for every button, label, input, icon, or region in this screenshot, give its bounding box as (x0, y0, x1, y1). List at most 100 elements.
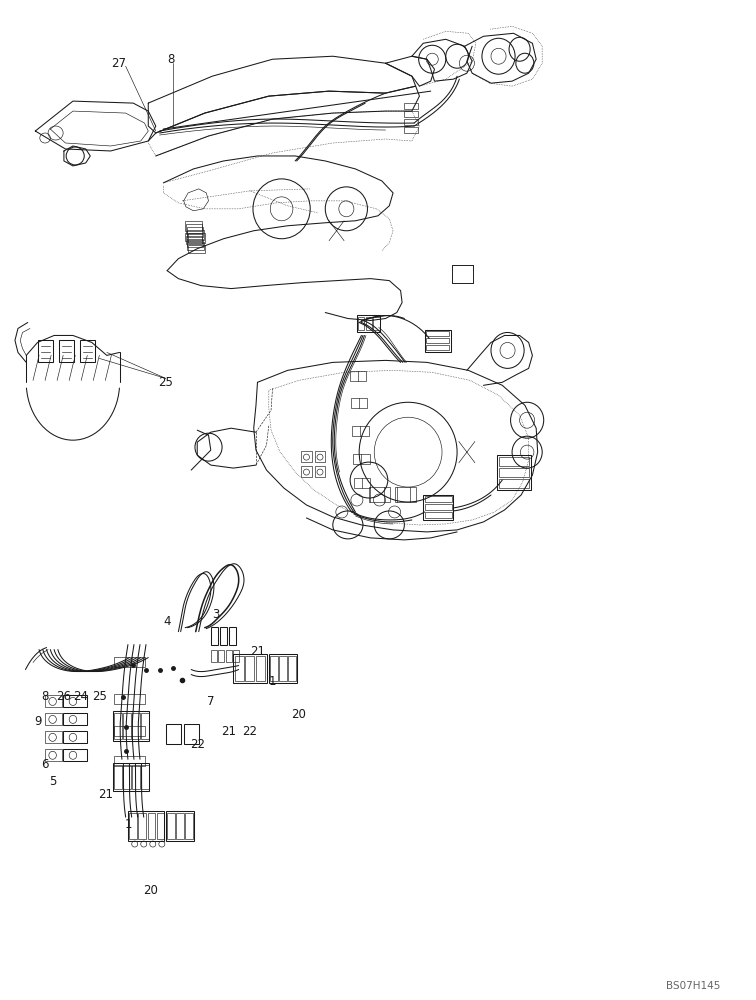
Bar (176, 813, 184, 839)
Bar (45, 695, 62, 707)
Bar (185, 233, 202, 241)
Bar (404, 111, 418, 117)
Bar (186, 236, 203, 244)
Text: 21: 21 (250, 645, 265, 658)
Bar (114, 756, 144, 766)
Bar (425, 496, 452, 502)
Bar (185, 813, 193, 839)
Text: 5: 5 (49, 775, 56, 788)
Bar (187, 242, 204, 250)
Text: 22: 22 (190, 738, 205, 751)
Bar (498, 468, 528, 477)
Text: 4: 4 (163, 615, 171, 628)
Bar (404, 119, 418, 125)
Bar (64, 731, 87, 743)
Text: 25: 25 (92, 690, 107, 703)
Bar (128, 811, 164, 841)
Text: 25: 25 (158, 376, 173, 389)
Bar (211, 627, 218, 645)
Bar (314, 466, 325, 477)
Text: 6: 6 (42, 758, 49, 771)
Bar (187, 239, 203, 247)
Bar (279, 656, 287, 681)
Bar (426, 331, 449, 336)
Bar (425, 330, 451, 352)
Bar (425, 504, 452, 510)
Bar (166, 811, 194, 841)
Bar (271, 656, 277, 681)
Bar (114, 765, 122, 789)
Bar (497, 455, 531, 490)
Bar (235, 656, 244, 681)
Bar (45, 731, 62, 743)
Text: 7: 7 (207, 695, 215, 708)
Bar (425, 512, 452, 518)
Bar (301, 451, 311, 462)
Text: 3: 3 (212, 608, 220, 621)
Bar (64, 695, 87, 707)
Bar (64, 713, 87, 725)
Bar (404, 127, 418, 133)
Bar (113, 763, 149, 791)
Bar (234, 650, 240, 662)
Bar (256, 656, 265, 681)
Text: 8: 8 (42, 690, 49, 703)
Bar (59, 340, 73, 362)
Bar (351, 398, 367, 408)
Bar (452, 265, 473, 283)
Bar (498, 457, 528, 466)
Bar (132, 765, 140, 789)
Bar (114, 694, 144, 704)
Text: 20: 20 (143, 884, 158, 897)
Bar (123, 765, 131, 789)
Bar (357, 315, 380, 332)
Text: 1: 1 (269, 675, 276, 688)
Text: 21: 21 (98, 788, 113, 801)
Bar (353, 454, 370, 464)
Bar (114, 657, 144, 667)
Bar (358, 317, 364, 330)
Bar (167, 813, 175, 839)
Text: 21: 21 (222, 725, 237, 738)
Bar (38, 340, 53, 362)
Bar (114, 726, 144, 736)
Bar (185, 221, 202, 231)
Bar (129, 813, 137, 839)
Bar (45, 749, 62, 761)
Bar (452, 265, 473, 283)
Bar (314, 451, 325, 462)
Bar (426, 338, 449, 343)
Text: BS07H145: BS07H145 (666, 981, 720, 991)
Bar (369, 487, 390, 502)
Bar (113, 711, 149, 741)
Text: 27: 27 (110, 57, 125, 70)
Bar (187, 230, 204, 240)
Bar (156, 813, 164, 839)
Bar (498, 479, 528, 488)
Bar (147, 813, 155, 839)
Bar (188, 245, 205, 253)
Bar (452, 265, 473, 283)
Text: 22: 22 (243, 725, 258, 738)
Bar (366, 317, 372, 330)
Bar (404, 103, 418, 109)
Bar (188, 233, 205, 243)
Bar (269, 654, 297, 683)
Bar (395, 487, 416, 502)
Bar (350, 371, 367, 381)
Bar (301, 466, 311, 477)
Bar (218, 650, 225, 662)
Bar (166, 724, 181, 744)
Bar (184, 724, 199, 744)
Bar (45, 713, 62, 725)
Bar (373, 317, 380, 330)
Bar (352, 426, 368, 436)
Bar (64, 749, 87, 761)
Bar (229, 627, 237, 645)
Bar (114, 713, 122, 739)
Bar (226, 650, 232, 662)
Bar (246, 656, 255, 681)
Text: 24: 24 (73, 690, 88, 703)
Bar (132, 713, 140, 739)
Bar (288, 656, 296, 681)
